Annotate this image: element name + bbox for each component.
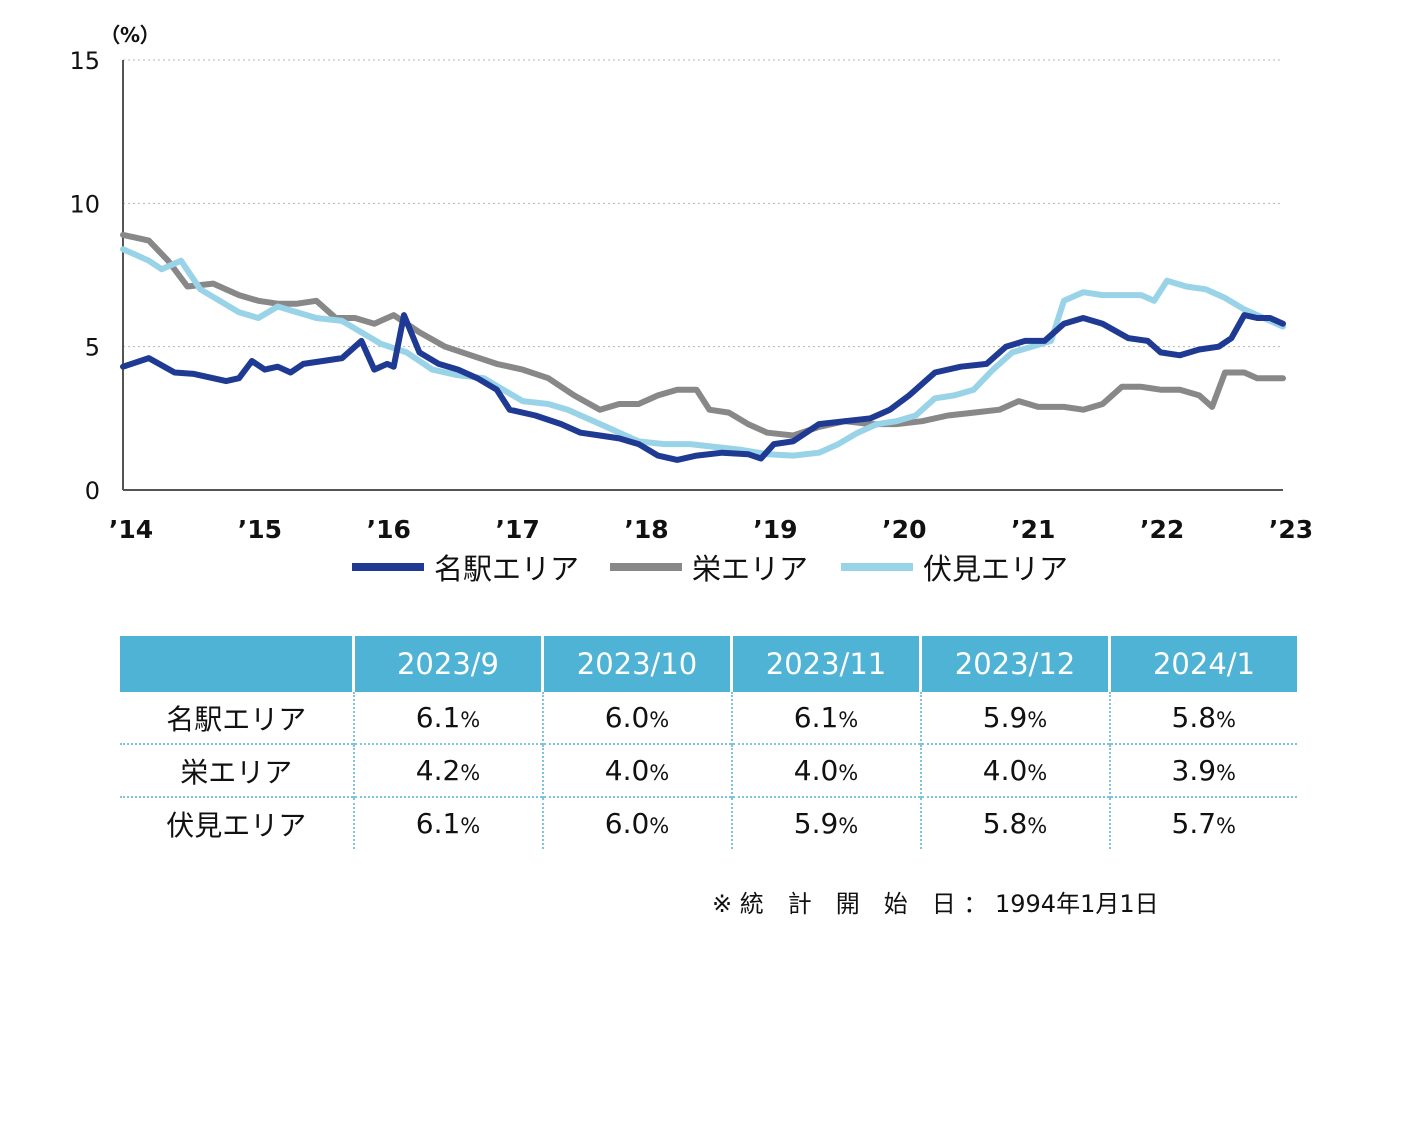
series-lines — [120, 231, 1286, 463]
cell-value: 4.2 — [415, 754, 461, 787]
cell-unit: % — [838, 761, 859, 785]
cell-value: 6.0 — [604, 701, 650, 734]
table-cell: 6.1% — [352, 692, 543, 744]
table-header-cell: 2023/9 — [352, 636, 543, 692]
cell-unit: % — [1216, 708, 1236, 732]
cell-value: 4.0 — [982, 754, 1028, 787]
table-header-cell — [120, 636, 354, 692]
table-header-row: 2023/9 2023/10 2023/11 2023/12 2024/1 — [120, 636, 1297, 692]
table-cell: 3.9% — [1108, 743, 1297, 797]
cell-value: 3.9 — [1171, 754, 1217, 787]
legend: 名駅エリア 栄エリア 伏見エリア — [352, 552, 1068, 586]
cell-unit: % — [838, 708, 859, 732]
cell-unit: % — [649, 761, 670, 785]
series-line-1 — [120, 231, 1286, 439]
cell-unit: % — [1027, 761, 1048, 785]
table-row: 名駅エリア 6.1% 6.0% 6.1% 5.9% 5.8% — [120, 692, 1297, 744]
cell-unit: % — [1027, 708, 1048, 732]
table-header-cell: 2023/11 — [730, 636, 921, 692]
table-cell: 4.0% — [730, 743, 921, 797]
cell-unit: % — [460, 708, 481, 732]
cell-value: 4.0 — [793, 754, 839, 787]
x-tick-label: ’14 — [109, 515, 153, 544]
cell-unit: % — [649, 814, 670, 838]
table-cell: 5.9% — [730, 796, 921, 849]
cell-unit: % — [1216, 761, 1236, 785]
row-label: 伏見エリア — [120, 796, 354, 849]
y-axis-unit-label: （%） — [100, 23, 160, 47]
x-axis-ticks: ’14 ’15 ’16 ’17 ’18 ’19 ’20 ’21 ’22 ’23 — [109, 515, 1313, 544]
vacancy-rate-table: 2023/9 2023/10 2023/11 2023/12 2024/1 名駅… — [120, 636, 1297, 849]
cell-unit: % — [838, 814, 859, 838]
x-tick-label: ’16 — [367, 515, 411, 544]
x-tick-label: ’19 — [753, 515, 797, 544]
x-tick-label: ’21 — [1011, 515, 1055, 544]
table-header-cell: 2023/12 — [919, 636, 1110, 692]
series-line-0 — [120, 312, 1286, 463]
y-tick-label: 10 — [69, 190, 100, 218]
legend-label: 名駅エリア — [434, 552, 579, 586]
y-tick-label: 15 — [69, 47, 100, 75]
cell-value: 6.0 — [604, 807, 650, 840]
cell-value: 5.8 — [1171, 701, 1217, 734]
cell-value: 5.9 — [982, 701, 1028, 734]
table-cell: 6.1% — [352, 796, 543, 849]
statistics-start-footnote: ※ 統 計 開 始 日 ： 1994年1月1日 — [712, 890, 1159, 918]
table-cell: 6.0% — [541, 796, 732, 849]
axes — [122, 60, 1283, 491]
table-cell: 4.0% — [919, 743, 1110, 797]
x-tick-label: ’15 — [238, 515, 282, 544]
cell-unit: % — [649, 708, 670, 732]
cell-value: 6.1 — [793, 701, 839, 734]
x-tick-label: ’23 — [1269, 515, 1313, 544]
cell-value: 6.1 — [415, 807, 461, 840]
table-header-cell: 2024/1 — [1108, 636, 1297, 692]
table-header-cell: 2023/10 — [541, 636, 732, 692]
cell-value: 5.9 — [793, 807, 839, 840]
x-tick-label: ’18 — [624, 515, 668, 544]
table-cell: 6.1% — [730, 692, 921, 744]
table-cell: 4.0% — [541, 743, 732, 797]
table-cell: 5.8% — [1108, 692, 1297, 744]
y-tick-label: 0 — [85, 477, 100, 505]
table-cell: 5.7% — [1108, 796, 1297, 849]
table-row: 栄エリア 4.2% 4.0% 4.0% 4.0% 3.9% — [120, 743, 1297, 797]
table-cell: 5.8% — [919, 796, 1110, 849]
cell-unit: % — [460, 814, 481, 838]
row-label: 栄エリア — [120, 743, 354, 797]
x-tick-label: ’20 — [882, 515, 926, 544]
cell-value: 4.0 — [604, 754, 650, 787]
cell-value: 5.8 — [982, 807, 1028, 840]
y-axis-ticks: 15 10 5 0 — [69, 47, 100, 505]
x-tick-label: ’22 — [1140, 515, 1184, 544]
vacancy-rate-line-chart: 15 10 5 0 ’14 ’15 ’16 ’17 ’18 ’19 ’20 ’21 ’22 ’23 （%… — [69, 23, 1313, 586]
table-cell: 4.2% — [352, 743, 543, 797]
cell-value: 6.1 — [415, 701, 461, 734]
cell-unit: % — [1216, 814, 1236, 838]
legend-label: 伏見エリア — [923, 552, 1068, 586]
table-row: 伏見エリア 6.1% 6.0% 5.9% 5.8% 5.7% — [120, 796, 1297, 849]
table-cell: 5.9% — [919, 692, 1110, 744]
y-tick-label: 5 — [85, 334, 100, 362]
series-line-2 — [120, 246, 1286, 459]
gridlines — [123, 59, 1283, 348]
x-tick-label: ’17 — [496, 515, 540, 544]
cell-unit: % — [460, 761, 481, 785]
row-label: 名駅エリア — [166, 702, 307, 736]
legend-label: 栄エリア — [692, 552, 808, 586]
cell-value: 5.7 — [1171, 807, 1217, 840]
cell-unit: % — [1027, 814, 1048, 838]
table-cell: 6.0% — [541, 692, 732, 744]
